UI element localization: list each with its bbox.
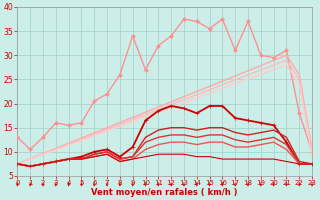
- X-axis label: Vent moyen/en rafales ( km/h ): Vent moyen/en rafales ( km/h ): [92, 188, 238, 197]
